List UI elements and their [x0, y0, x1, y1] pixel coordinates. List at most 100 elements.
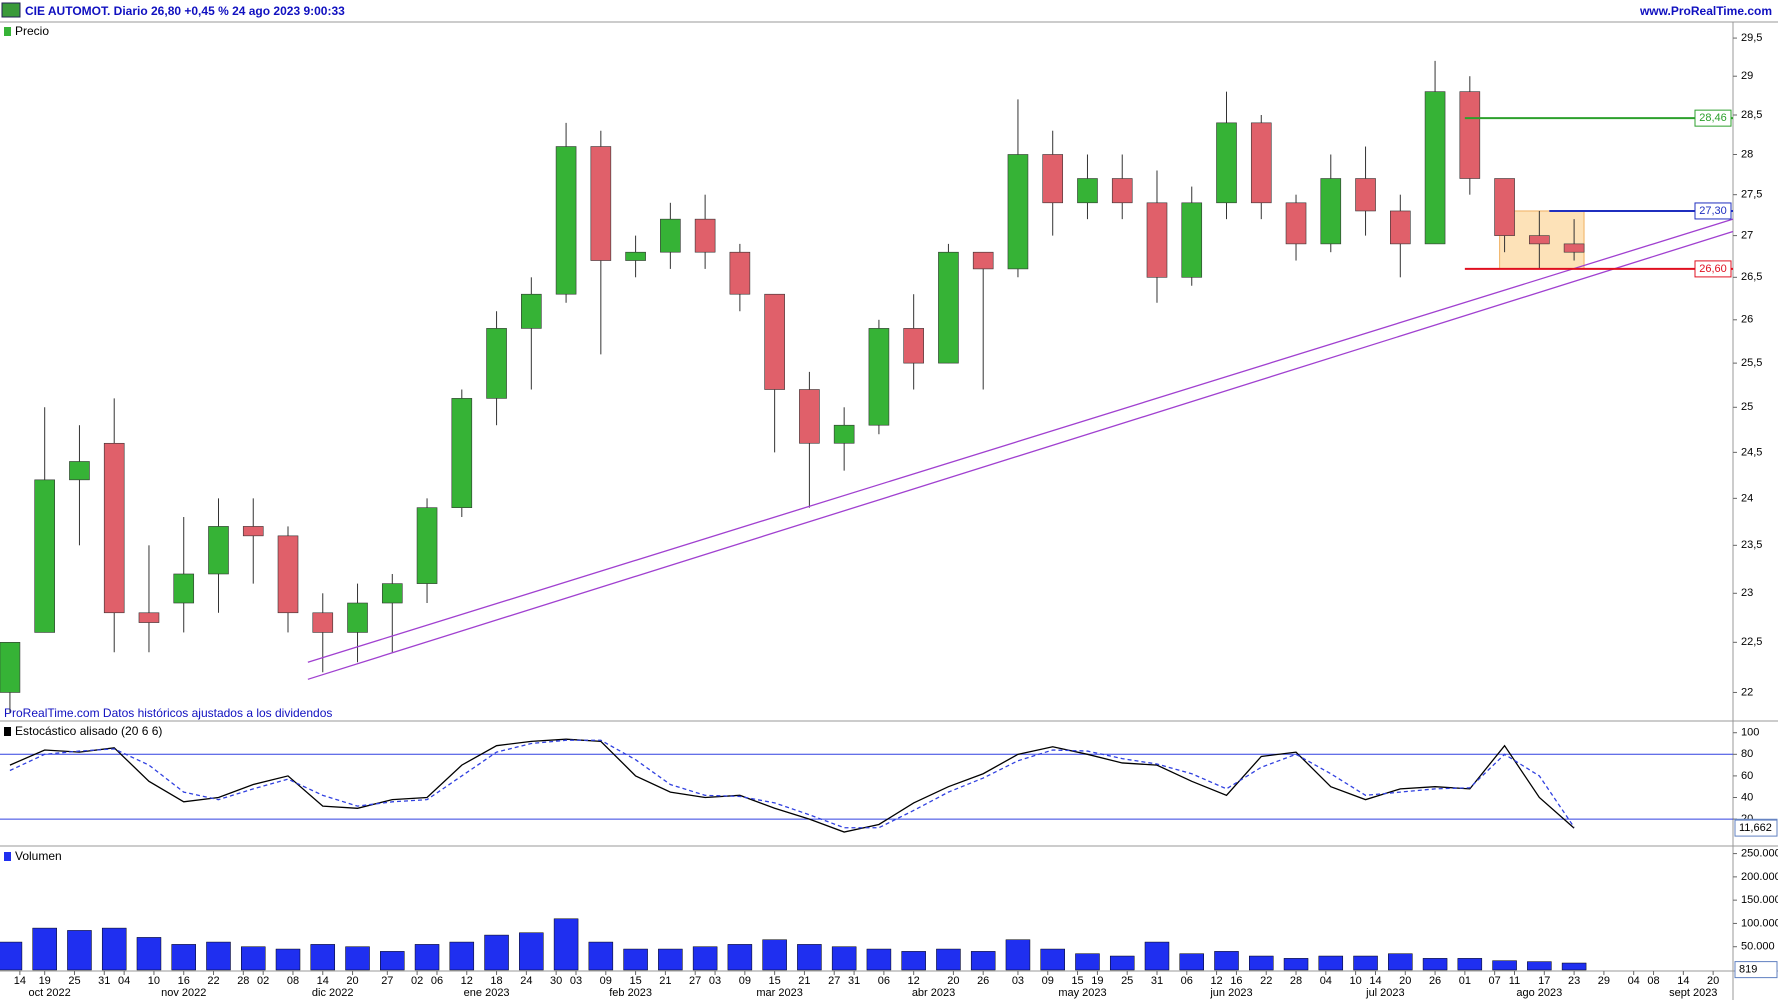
volume-bar — [240, 946, 266, 971]
volume-bar — [1561, 962, 1587, 971]
level-label-box — [1694, 109, 1732, 127]
y-tick-label: 22 — [1741, 686, 1753, 698]
y-tick-label: 28,5 — [1741, 109, 1762, 121]
source[interactable]: www.ProRealTime.com — [1639, 4, 1772, 18]
candle-body — [1529, 235, 1550, 245]
y-tick-label: 29 — [1741, 70, 1753, 82]
candle-body — [0, 642, 21, 693]
x-tick-label: 31 — [1151, 975, 1163, 987]
candle-body — [381, 583, 403, 604]
y-tick-label: 250.000 — [1741, 847, 1778, 859]
volume-bar — [936, 948, 961, 971]
volume-bar — [136, 937, 162, 971]
y-tick-label: 100 — [1741, 727, 1759, 739]
level-label-box — [1694, 202, 1732, 220]
x-tick-label: 03 — [1012, 975, 1024, 987]
x-tick-label: 20 — [346, 975, 358, 987]
x-tick-label: 12 — [461, 975, 473, 987]
candle-body — [660, 218, 681, 253]
candle-body — [1320, 178, 1342, 245]
value-box — [1734, 819, 1778, 837]
volume-bar — [1109, 955, 1135, 971]
x-tick-label: 26 — [1429, 975, 1441, 987]
candle-body — [451, 398, 473, 508]
y-tick-label: 27 — [1741, 230, 1753, 242]
level-label: 28,46 — [1699, 112, 1727, 124]
volume-bar — [414, 944, 440, 971]
candle-body — [1077, 178, 1098, 204]
x-tick-label: 04 — [1628, 975, 1640, 987]
volume-bar — [1353, 955, 1378, 971]
month-label: dic 2022 — [312, 987, 354, 999]
candle-body — [729, 251, 751, 295]
y-tick-label: 25 — [1741, 401, 1753, 413]
x-tick-label: 10 — [148, 975, 160, 987]
x-tick-label: 04 — [118, 975, 130, 987]
x-tick-label: 22 — [207, 975, 219, 987]
x-tick-label: 21 — [659, 975, 671, 987]
volume-bar — [1527, 961, 1552, 971]
x-tick-label: 22 — [1260, 975, 1272, 987]
chart-title: CIE AUTOMOT. Diario 26,80 +0,45 % 24 ago… — [25, 4, 345, 18]
x-tick-label: 12 — [908, 975, 920, 987]
volume-bar — [727, 944, 753, 971]
x-tick-label: 04 — [1320, 975, 1332, 987]
panel-label: Estocástico alisado (20 6 6) — [15, 724, 162, 738]
candle-body — [1181, 202, 1203, 278]
candle-body — [764, 293, 785, 390]
y-tick-label: 26 — [1741, 314, 1753, 326]
y-tick-label: 22,5 — [1741, 636, 1762, 648]
candle-body — [799, 389, 820, 444]
value-label: 819 — [1739, 964, 1757, 976]
volume-bar — [1005, 939, 1031, 971]
month-label: ene 2023 — [464, 987, 510, 999]
x-tick-label: 25 — [68, 975, 80, 987]
x-tick-label: 09 — [600, 975, 612, 987]
series-line — [9, 739, 1575, 829]
x-tick-label: 14 — [1677, 975, 1689, 987]
x-tick-label: 15 — [1071, 975, 1083, 987]
candle-body — [1355, 178, 1376, 212]
x-tick-label: 08 — [1647, 975, 1659, 987]
panel-label: Volumen — [15, 849, 62, 863]
volume-bar — [1457, 958, 1483, 971]
volume-bar — [171, 944, 196, 971]
y-tick-label: 29,5 — [1741, 32, 1762, 44]
month-label: jul 2023 — [1365, 987, 1405, 999]
volume-bar — [588, 941, 614, 971]
candle-body — [103, 442, 125, 614]
x-tick-label: 15 — [629, 975, 641, 987]
candle-body — [1216, 122, 1237, 204]
candle-body — [1424, 91, 1446, 245]
x-tick-label: 20 — [947, 975, 959, 987]
volume-bar — [345, 946, 370, 971]
volume-bar — [310, 944, 336, 971]
month-label: mar 2023 — [756, 987, 802, 999]
x-tick-label: 16 — [178, 975, 190, 987]
candle-body — [1111, 178, 1133, 204]
x-tick-label: 09 — [739, 975, 751, 987]
x-tick-label: 21 — [798, 975, 810, 987]
y-tick-label: 40 — [1741, 791, 1753, 803]
candle-body — [1390, 210, 1411, 245]
y-tick-label: 50.000 — [1741, 941, 1775, 953]
candle-body — [521, 293, 542, 329]
legend-swatch — [4, 27, 11, 36]
candle-body — [1459, 91, 1481, 179]
x-tick-label: 01 — [1459, 975, 1471, 987]
candle-body — [833, 424, 855, 444]
candle-body — [34, 479, 55, 633]
x-tick-label: 09 — [1042, 975, 1054, 987]
y-tick-label: 23,5 — [1741, 539, 1762, 551]
value-label: 11,662 — [1739, 822, 1772, 834]
candle-body — [555, 146, 577, 295]
panel-label: Precio — [15, 24, 49, 38]
x-tick-label: 29 — [1598, 975, 1610, 987]
volume-bar — [658, 948, 683, 971]
x-tick-label: 24 — [520, 975, 532, 987]
x-tick-label: 20 — [1707, 975, 1719, 987]
x-tick-label: 06 — [1181, 975, 1193, 987]
x-tick-label: 18 — [490, 975, 502, 987]
trendline — [307, 230, 1734, 680]
candle-body — [1250, 122, 1272, 204]
